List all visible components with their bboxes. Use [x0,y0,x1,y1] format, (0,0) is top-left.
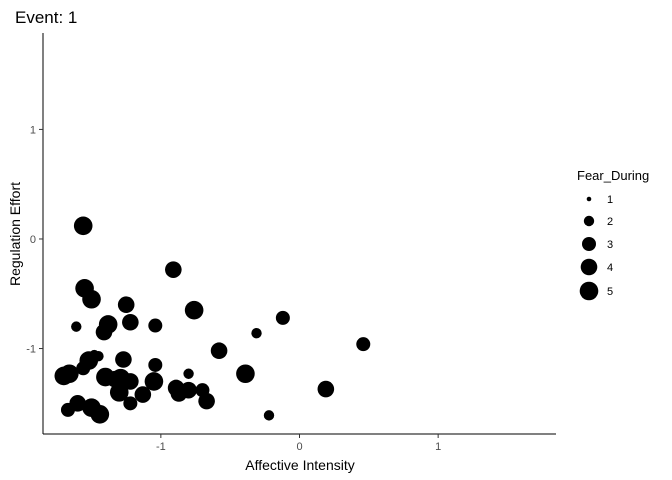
x-tick-label: 0 [296,441,302,453]
x-tick-label: -1 [156,441,166,453]
legend-label: 3 [607,239,613,251]
data-point [93,351,104,362]
legend-key [583,215,595,227]
y-ticks: -1 0 1 [26,124,43,356]
y-tick-label: 0 [30,234,36,246]
chart-title: Event: 1 [15,8,77,27]
data-point [98,315,118,334]
y-tick-label: -1 [26,344,36,356]
legend: Fear_During 1 2 3 4 5 [577,168,649,301]
data-point [236,364,255,384]
x-tick-label: 1 [435,441,441,453]
legend-label: 2 [607,216,613,228]
data-point [109,383,129,402]
legend-entries: 1 2 3 4 5 [579,194,613,301]
data-point [60,364,79,384]
data-point [275,310,290,325]
data-point [148,318,163,333]
data-point [251,328,262,339]
data-point [144,372,164,391]
data-point [115,351,132,368]
data-point [117,296,135,314]
legend-label: 5 [607,286,613,298]
data-point [82,289,101,309]
data-point [148,357,163,372]
data-point [60,402,75,417]
legend-label: 1 [607,194,613,206]
data-point [123,396,138,411]
data-point [165,261,182,278]
legend-key [580,258,598,276]
data-point [180,381,197,399]
data-point [76,361,91,376]
data-point [134,386,152,403]
data-point [122,373,139,390]
legend-title: Fear_During [577,168,649,183]
legend-key [579,281,599,301]
legend-key [582,237,596,251]
data-point [71,321,82,332]
data-point [263,410,275,421]
x-ticks: -1 0 1 [156,434,441,453]
data-point [356,337,371,352]
data-point [90,404,110,424]
data-point [184,300,204,320]
legend-key [586,196,592,202]
data-point [73,216,93,236]
x-axis-label: Affective Intensity [245,457,354,473]
data-point [183,368,194,379]
y-axis-label: Regulation Effort [7,182,23,286]
legend-label: 4 [607,262,613,274]
y-tick-label: 1 [30,124,36,136]
data-point [122,313,139,331]
data-point [317,380,335,398]
data-point [198,392,215,410]
data-point [210,342,228,360]
points-layer [54,216,371,424]
